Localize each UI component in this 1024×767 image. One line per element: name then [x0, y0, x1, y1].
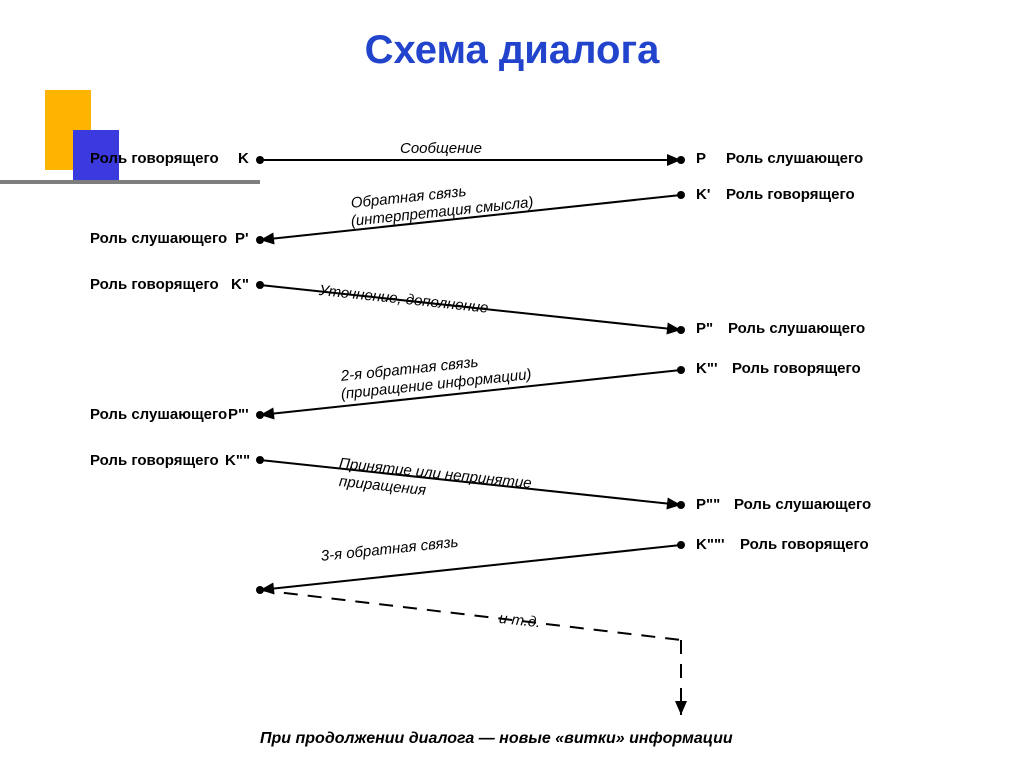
- role-label: Роль говорящего: [90, 452, 219, 469]
- footer-caption: При продолжении диалога — новые «витки» …: [260, 730, 733, 748]
- edge-label: Сообщение: [400, 140, 482, 157]
- role-label: Роль говорящего: [726, 186, 855, 203]
- node-symbol: P": [696, 320, 713, 337]
- role-label: Роль слушающего: [726, 150, 863, 167]
- diagram-stage: Схема диалога Роль говорящегоKРоль слуша…: [0, 0, 1024, 767]
- role-label: Роль говорящего: [90, 150, 219, 167]
- role-label: Роль слушающего: [734, 496, 871, 513]
- node-symbol: K""': [696, 536, 725, 553]
- node-symbol: K': [696, 186, 710, 203]
- node-symbol: K"': [696, 360, 718, 377]
- node-symbol: P"": [696, 496, 720, 513]
- node-symbol: K: [238, 150, 249, 167]
- role-label: Роль слушающего: [90, 230, 227, 247]
- role-label: Роль говорящего: [90, 276, 219, 293]
- node-symbol: K": [231, 276, 249, 293]
- role-label: Роль говорящего: [740, 536, 869, 553]
- node-symbol: P': [235, 230, 249, 247]
- node-symbol: P: [696, 150, 706, 167]
- role-label: Роль говорящего: [732, 360, 861, 377]
- role-label: Роль слушающего: [728, 320, 865, 337]
- node-symbol: P"': [228, 406, 249, 423]
- node-symbol: K"": [225, 452, 250, 469]
- role-label: Роль слушающего: [90, 406, 227, 423]
